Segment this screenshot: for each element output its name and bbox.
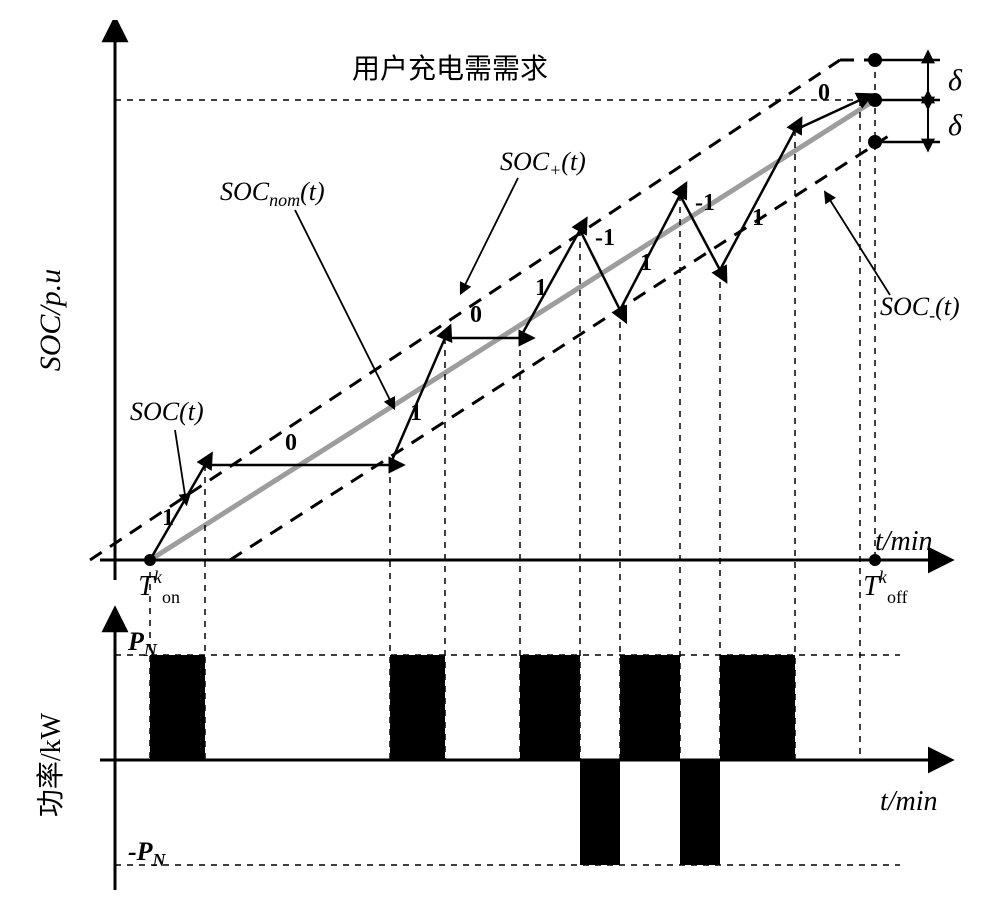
svg-text:-1: -1 — [595, 225, 615, 251]
top-x-label: t/min — [875, 526, 933, 557]
top-y-label: SOC/p.u — [34, 269, 67, 372]
soc-plus-pointer — [465, 178, 518, 285]
delta-label-upper: δ — [948, 64, 963, 97]
bottom-y-label: 功率/kW — [35, 712, 67, 817]
t-off-sub: off — [887, 587, 908, 607]
svg-text:0: 0 — [285, 430, 297, 456]
soc-nom-label: SOCnom(t) — [220, 177, 325, 210]
svg-text:0: 0 — [818, 80, 830, 106]
svg-text:1: 1 — [535, 275, 547, 301]
delta-label-lower: δ — [948, 109, 963, 142]
soc-segment-labels: 1 0 1 0 1 -1 1 -1 1 0 — [162, 80, 830, 531]
t-off-label: Tk — [863, 567, 888, 602]
t-on-dot — [144, 554, 156, 566]
bottom-x-label: t/min — [880, 786, 938, 817]
svg-text:1: 1 — [162, 505, 174, 531]
t-on-label: Tk — [138, 567, 163, 602]
t-on-sub: on — [162, 587, 180, 607]
soc-nom-pointer — [295, 210, 390, 400]
soc-plus-label: SOC+(t) — [500, 147, 586, 180]
soc-t-label: SOC(t) — [130, 397, 204, 426]
figure-container: SOC/p.u t/min 用户充电需需求 1 0 1 0 1 -1 1 -1 1 0 δ δ S… — [20, 20, 980, 902]
svg-text:0: 0 — [470, 302, 482, 328]
svg-text:1: 1 — [410, 400, 422, 426]
svg-text:1: 1 — [752, 205, 764, 231]
soc-t-pointer — [175, 430, 185, 495]
figure-svg: SOC/p.u t/min 用户充电需需求 1 0 1 0 1 -1 1 -1 1 0 δ δ S… — [20, 20, 980, 902]
neg-pn-label: -PN — [128, 837, 167, 870]
soc-lower-bound — [230, 135, 890, 560]
top-title: 用户充电需需求 — [352, 53, 548, 85]
soc-upper-bound — [90, 60, 840, 560]
soc-minus-label: SOC-(t) — [880, 292, 960, 325]
svg-text:-1: -1 — [695, 190, 715, 216]
svg-text:1: 1 — [640, 250, 652, 276]
